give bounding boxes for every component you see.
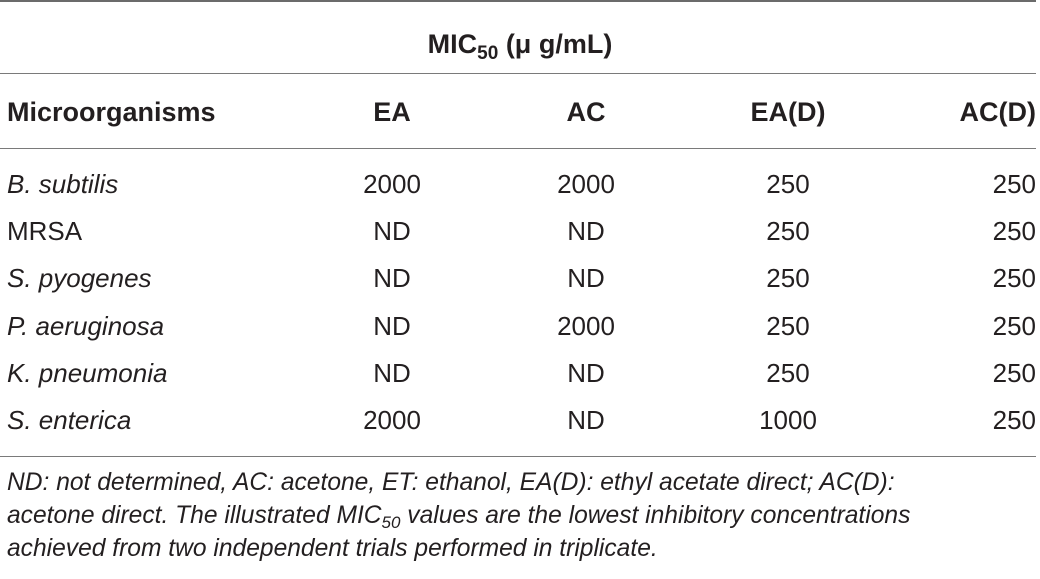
organism-name: K. pneumonia: [7, 358, 168, 388]
footnote-subscript: 50: [381, 513, 401, 532]
ea-value: ND: [373, 358, 411, 388]
ea-d-value: 250: [766, 358, 810, 388]
ac-d-value: 250: [992, 169, 1036, 199]
ea-value: 2000: [363, 169, 421, 199]
ea-d-value: 250: [766, 216, 810, 246]
column-header-ea: EA: [373, 97, 411, 127]
column-header-microorganisms: Microorganisms: [7, 97, 216, 127]
ac-value: 2000: [557, 169, 615, 199]
column-header-row: Microorganisms EA AC EA(D) AC(D): [0, 94, 1040, 130]
ac-value: ND: [567, 358, 605, 388]
organism-name: MRSA: [7, 216, 83, 246]
ea-d-value: 250: [766, 263, 810, 293]
ea-value: ND: [373, 216, 411, 246]
table-row: S. pyogenes ND ND 250 250: [0, 260, 1040, 296]
organism-name: P. aeruginosa: [7, 311, 165, 341]
footnote-line-2: acetone direct. The illustrated MIC50 va…: [7, 499, 1037, 532]
span-header-rule: [0, 73, 1036, 74]
footnote-line-1: ND: not determined, AC: acetone, ET: eth…: [7, 469, 895, 496]
table-row: S. enterica 2000 ND 1000 250: [0, 402, 1040, 438]
ac-d-value: 250: [992, 405, 1036, 435]
ac-value: ND: [567, 216, 605, 246]
table-footnote: ND: not determined, AC: acetone, ET: eth…: [7, 466, 1037, 565]
table-row: P. aeruginosa ND 2000 250 250: [0, 308, 1040, 344]
table-row: B. subtilis 2000 2000 250 250: [0, 166, 1040, 202]
ac-d-value: 250: [992, 311, 1036, 341]
footnote-line-2-end: values are the lowest inhibitory concent…: [400, 502, 911, 529]
ac-value: 2000: [557, 311, 615, 341]
table-bottom-rule: [0, 456, 1036, 457]
ea-value: 2000: [363, 405, 421, 435]
table-row: MRSA ND ND 250 250: [0, 213, 1040, 249]
ea-value: ND: [373, 263, 411, 293]
column-header-ac-d: AC(D): [959, 97, 1036, 127]
span-header-subscript: 50: [477, 43, 499, 64]
ea-d-value: 1000: [759, 405, 817, 435]
span-header-main: MIC: [427, 29, 478, 59]
footnote-line-3: achieved from two independent trials per…: [7, 535, 658, 562]
ea-d-value: 250: [766, 169, 810, 199]
ac-d-value: 250: [992, 216, 1036, 246]
table-span-header: MIC50 (μ g/mL): [0, 28, 1040, 63]
column-header-ac: AC: [566, 97, 606, 127]
organism-name: S. pyogenes: [7, 263, 152, 293]
span-header-unit: (μ g/mL): [498, 29, 613, 59]
ea-d-value: 250: [766, 311, 810, 341]
ea-value: ND: [373, 311, 411, 341]
table-row: K. pneumonia ND ND 250 250: [0, 355, 1040, 391]
ac-value: ND: [567, 405, 605, 435]
footnote-line-2-start: acetone direct. The illustrated MIC: [7, 502, 382, 529]
column-header-ea-d: EA(D): [750, 97, 826, 127]
organism-name: B. subtilis: [7, 169, 119, 199]
column-header-rule: [0, 148, 1036, 149]
organism-name: S. enterica: [7, 405, 132, 435]
ac-d-value: 250: [992, 263, 1036, 293]
ac-value: ND: [567, 263, 605, 293]
ac-d-value: 250: [992, 358, 1036, 388]
table-top-rule: [0, 0, 1036, 2]
